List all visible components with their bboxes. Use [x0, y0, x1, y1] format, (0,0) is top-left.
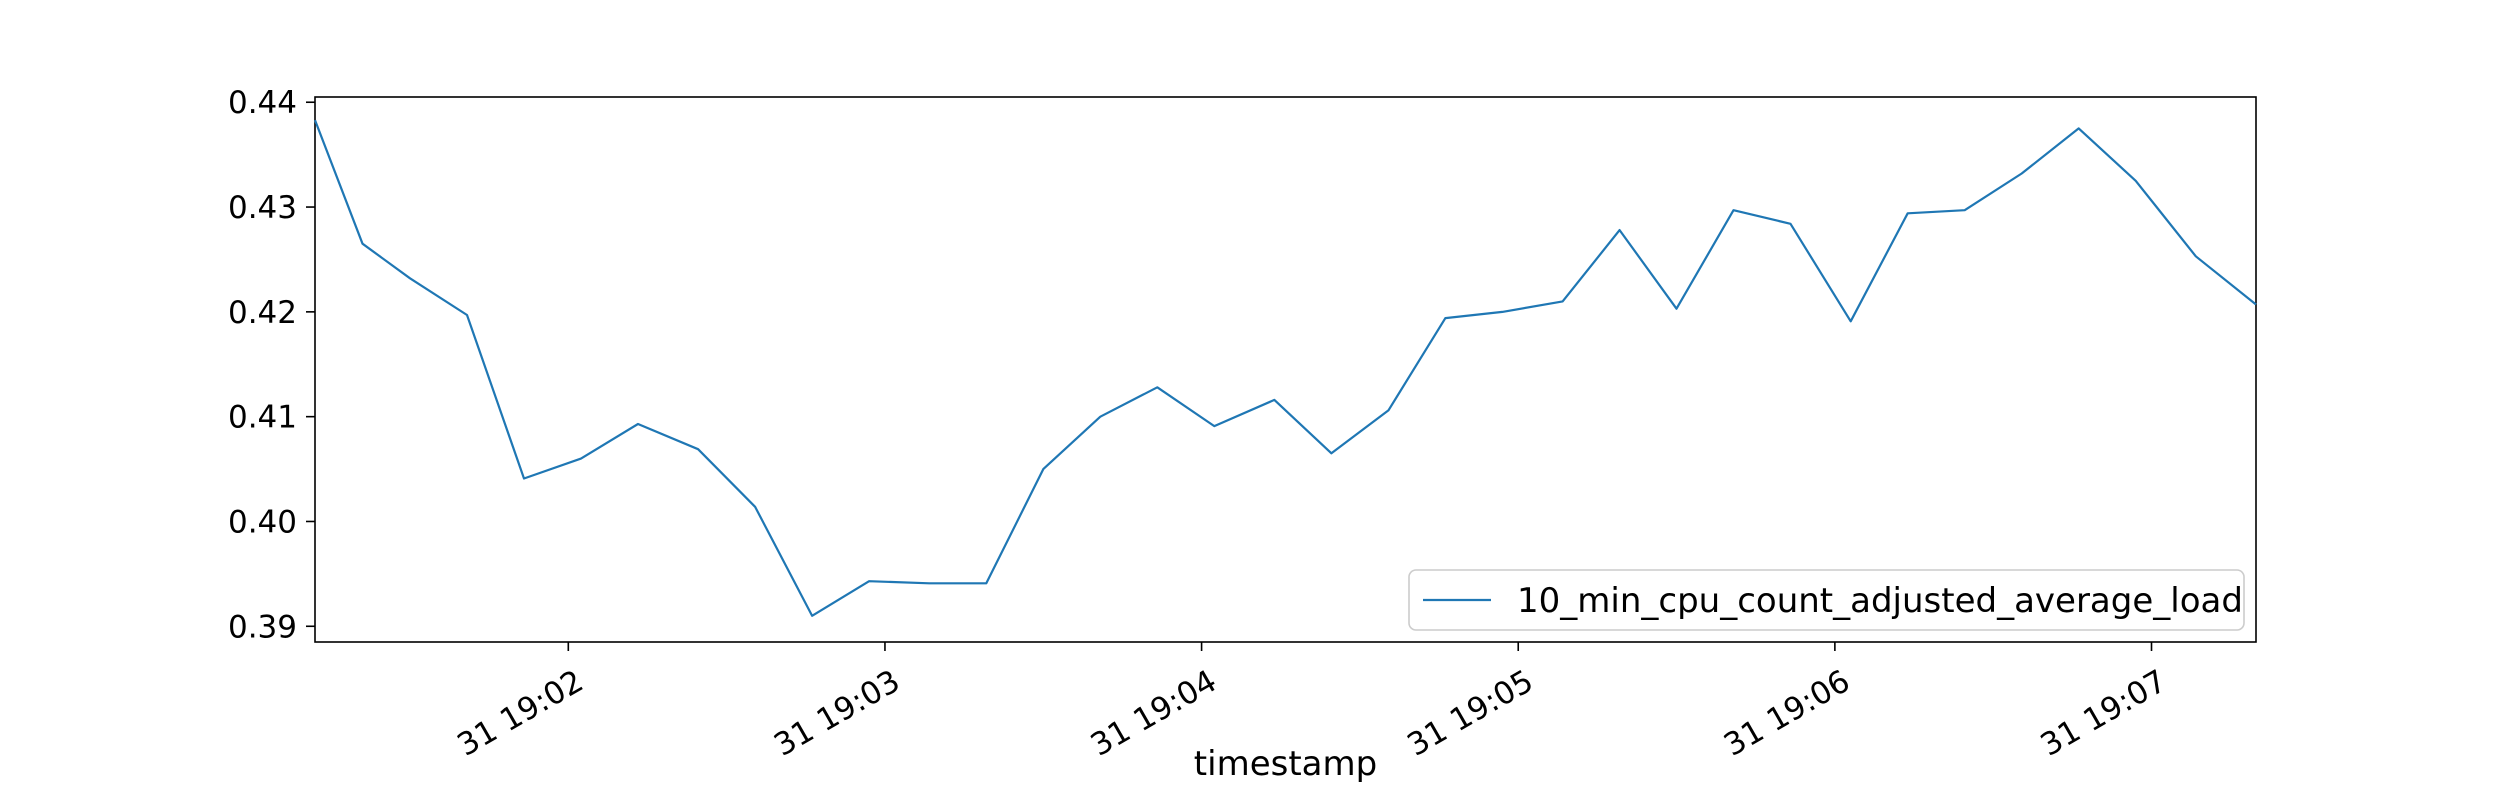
x-tick-label: 31 19:05 — [1401, 663, 1539, 763]
y-tick-label: 0.42 — [228, 295, 297, 331]
x-tick-label: 31 19:03 — [768, 663, 906, 763]
y-tick-label: 0.41 — [228, 400, 297, 436]
plot-area — [313, 96, 2257, 643]
legend-box — [1408, 569, 2245, 631]
y-tick-label: 0.39 — [228, 609, 297, 645]
y-axis: 0.39 0.40 0.41 0.42 0.43 0.44 — [228, 85, 315, 645]
x-tick-label: 31 19:07 — [2035, 663, 2173, 763]
legend-entry: 10_min_cpu_count_adjusted_average_load — [1517, 581, 2243, 621]
y-tick-label: 0.44 — [228, 85, 297, 121]
legend: 10_min_cpu_count_adjusted_average_load — [1408, 569, 2245, 631]
y-tick-label: 0.40 — [228, 504, 297, 540]
series-line-0 — [313, 119, 2257, 617]
x-tick-label: 31 19:06 — [1718, 663, 1856, 763]
y-tick-label: 0.43 — [228, 190, 297, 226]
axes-frame — [314, 96, 2257, 643]
x-tick-label: 31 19:02 — [451, 663, 589, 763]
x-axis-label: timestamp — [1194, 744, 1377, 784]
